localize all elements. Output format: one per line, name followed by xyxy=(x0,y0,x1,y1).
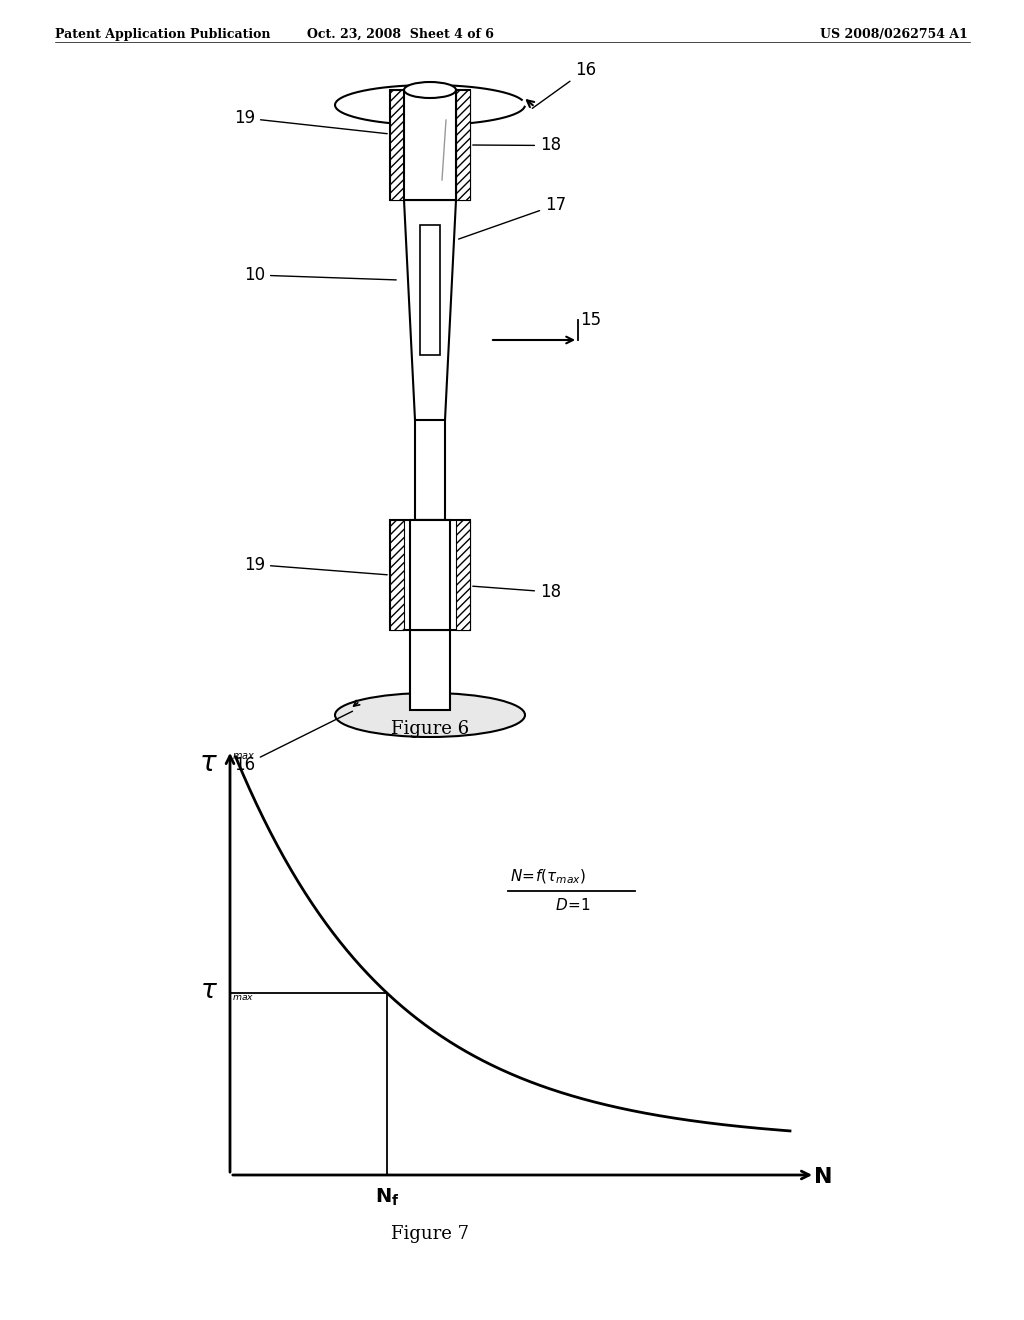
Text: 10: 10 xyxy=(244,267,396,284)
Text: $\tau$: $\tau$ xyxy=(200,978,218,1005)
Bar xyxy=(420,224,440,355)
Text: Oct. 23, 2008  Sheet 4 of 6: Oct. 23, 2008 Sheet 4 of 6 xyxy=(306,28,494,41)
Bar xyxy=(390,90,470,201)
Text: $\tau$: $\tau$ xyxy=(200,748,218,777)
Text: 17: 17 xyxy=(459,195,566,239)
Text: 15: 15 xyxy=(580,312,601,329)
Text: Patent Application Publication: Patent Application Publication xyxy=(55,28,270,41)
Bar xyxy=(456,520,470,630)
Text: 18: 18 xyxy=(473,583,561,601)
Ellipse shape xyxy=(335,693,525,737)
Text: $_{max}$: $_{max}$ xyxy=(232,748,255,762)
Text: 18: 18 xyxy=(473,136,561,154)
Text: Figure 7: Figure 7 xyxy=(391,1225,469,1243)
Text: $D\!=\!1$: $D\!=\!1$ xyxy=(555,898,591,913)
Bar xyxy=(404,90,456,201)
Text: 16: 16 xyxy=(532,61,596,108)
Bar xyxy=(456,90,470,201)
Text: US 2008/0262754 A1: US 2008/0262754 A1 xyxy=(820,28,968,41)
Bar xyxy=(410,520,450,630)
Polygon shape xyxy=(404,201,456,420)
Text: $N\!=\!f(\tau_{max})$: $N\!=\!f(\tau_{max})$ xyxy=(510,867,586,886)
Bar xyxy=(410,630,450,710)
Bar xyxy=(415,420,445,520)
Bar xyxy=(390,520,404,630)
Text: 16: 16 xyxy=(233,711,352,774)
Bar xyxy=(390,90,404,201)
Text: 19: 19 xyxy=(244,556,387,574)
Bar xyxy=(390,520,470,630)
Text: $_{max}$: $_{max}$ xyxy=(232,990,254,1003)
Text: $\mathbf{N}$: $\mathbf{N}$ xyxy=(813,1167,831,1187)
Ellipse shape xyxy=(404,82,456,98)
Text: 19: 19 xyxy=(233,110,387,133)
Text: $\mathbf{N_f}$: $\mathbf{N_f}$ xyxy=(375,1187,399,1208)
Text: Figure 6: Figure 6 xyxy=(391,719,469,738)
